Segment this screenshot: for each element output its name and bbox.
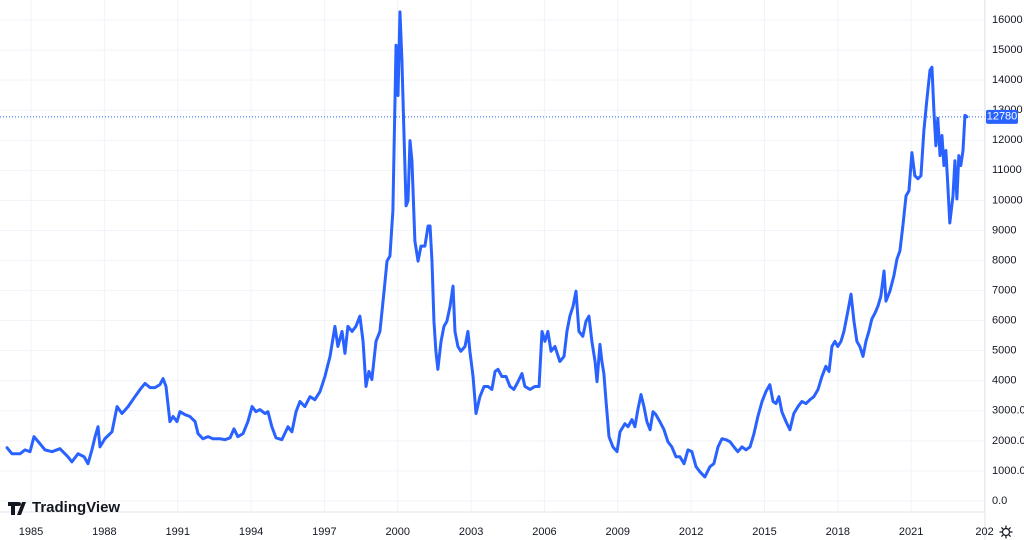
plot bbox=[0, 10, 985, 479]
logo: TradingView bbox=[8, 499, 120, 516]
x-tick-label: 2000 bbox=[386, 526, 410, 538]
y-tick-label: 5000 bbox=[992, 345, 1016, 357]
x-tick-label: 2021 bbox=[899, 526, 923, 538]
current-price-label: 12780 bbox=[987, 111, 1018, 123]
logo-icon bbox=[8, 502, 26, 515]
y-tick-label: 7000 bbox=[992, 284, 1016, 296]
x-tick-label: 1988 bbox=[92, 526, 116, 538]
settings-rays[interactable] bbox=[999, 525, 1013, 539]
y-tick-label: 10000 bbox=[992, 194, 1023, 206]
x-tick-label: 1985 bbox=[19, 526, 43, 538]
y-tick-label: 1000.0 bbox=[992, 465, 1024, 477]
price-axis-panel bbox=[985, 0, 1024, 540]
y-tick-label: 0.0 bbox=[992, 495, 1007, 507]
x-tick-label: 202 bbox=[975, 526, 993, 538]
y-tick-label: 2000.0 bbox=[992, 435, 1024, 447]
y-tick-label: 12000 bbox=[992, 134, 1023, 146]
x-tick-label: 1994 bbox=[239, 526, 263, 538]
y-tick-label: 11000 bbox=[992, 164, 1022, 176]
grid bbox=[0, 0, 986, 512]
x-tick-label: 2018 bbox=[826, 526, 850, 538]
settings-gear[interactable] bbox=[1001, 527, 1011, 537]
x-tick-label: 2003 bbox=[459, 526, 483, 538]
current-price-tag bbox=[986, 109, 1018, 124]
x-tick-label: 2012 bbox=[679, 526, 703, 538]
x-tick-label: 2009 bbox=[606, 526, 630, 538]
y-tick-label: 16000 bbox=[992, 14, 1023, 26]
settings-icon[interactable] bbox=[999, 525, 1013, 539]
y-tick-label: 15000 bbox=[992, 44, 1023, 56]
logo-text: TradingView bbox=[32, 499, 120, 516]
y-tick-label: 3000.0 bbox=[992, 405, 1024, 417]
y-tick-label: 8000 bbox=[992, 254, 1016, 266]
x-tick-label: 2006 bbox=[532, 526, 556, 538]
x-tick-label: 2015 bbox=[752, 526, 776, 538]
y-tick-label: 14000 bbox=[992, 74, 1023, 86]
price-line bbox=[5, 10, 969, 479]
y-tick-label: 6000 bbox=[992, 315, 1016, 327]
axes: 0.0 1000.0 2000.0 3000.0 4000 5000 6000 7000 800… bbox=[19, 14, 1024, 538]
x-tick-label: 1991 bbox=[165, 526, 189, 538]
y-tick-label: 4000 bbox=[992, 375, 1016, 387]
y-tick-label: 9000 bbox=[992, 224, 1016, 236]
x-tick-label: 1997 bbox=[312, 526, 336, 538]
time-axis-panel bbox=[0, 512, 1024, 540]
